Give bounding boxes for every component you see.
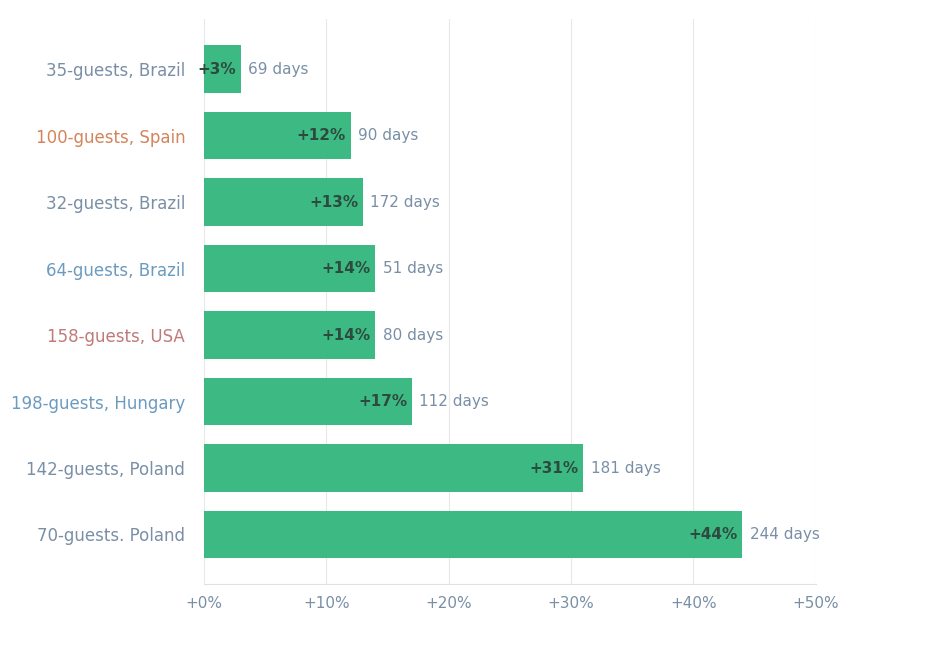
Text: +31%: +31% (529, 461, 578, 476)
Text: 80 days: 80 days (383, 328, 443, 343)
Text: 244 days: 244 days (750, 527, 819, 542)
Text: +12%: +12% (297, 128, 346, 143)
Text: +44%: +44% (688, 527, 738, 542)
Text: 172 days: 172 days (371, 195, 440, 210)
Bar (204, 245, 375, 293)
Text: +14%: +14% (322, 328, 371, 343)
Text: 90 days: 90 days (358, 128, 418, 143)
Bar (204, 511, 743, 558)
Text: +13%: +13% (309, 195, 358, 210)
Bar (204, 444, 583, 492)
Text: +3%: +3% (197, 62, 235, 77)
Text: 69 days: 69 days (248, 62, 309, 77)
Text: +17%: +17% (358, 394, 407, 409)
Bar (204, 311, 375, 359)
Text: 51 days: 51 days (383, 261, 443, 276)
Bar (204, 378, 412, 426)
Text: +14%: +14% (322, 261, 371, 276)
Bar (204, 45, 241, 93)
Bar (204, 178, 363, 226)
Text: 181 days: 181 days (590, 461, 660, 476)
Text: 112 days: 112 days (419, 394, 489, 409)
Bar (204, 112, 350, 160)
